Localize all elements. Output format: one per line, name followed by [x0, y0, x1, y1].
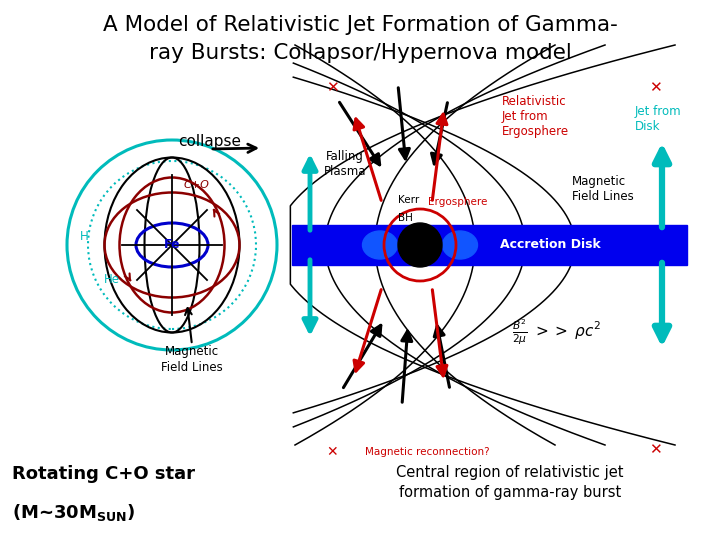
Text: Falling
Plasma: Falling Plasma	[324, 150, 366, 178]
Text: He: He	[104, 273, 120, 286]
Text: (M~30M$_{\mathregular{SUN}}$): (M~30M$_{\mathregular{SUN}}$)	[12, 502, 135, 523]
Text: Fe: Fe	[163, 239, 180, 252]
Text: collapse: collapse	[179, 134, 241, 149]
Text: BH: BH	[398, 213, 413, 223]
Text: ✕: ✕	[649, 80, 662, 96]
Bar	[292, 225, 687, 265]
Text: Kerr: Kerr	[398, 195, 419, 205]
Text: Magnetic reconnection?: Magnetic reconnection?	[365, 447, 490, 457]
Text: Magnetic
Field Lines: Magnetic Field Lines	[161, 345, 223, 374]
Text: ray Bursts: Collapsor/Hypernova model: ray Bursts: Collapsor/Hypernova model	[148, 43, 572, 63]
Text: Ergosphere: Ergosphere	[428, 197, 487, 207]
Text: ✕: ✕	[325, 80, 338, 96]
Text: Central region of relativistic jet
formation of gamma-ray burst: Central region of relativistic jet forma…	[396, 465, 624, 500]
Text: Magnetic
Field Lines: Magnetic Field Lines	[572, 175, 634, 203]
Text: Relativistic
Jet from
Ergosphere: Relativistic Jet from Ergosphere	[502, 95, 569, 138]
Ellipse shape	[443, 231, 477, 259]
Text: $\frac{B^2}{2\mu}\ >>\ \rho c^2$: $\frac{B^2}{2\mu}\ >>\ \rho c^2$	[512, 318, 601, 347]
Text: ✕: ✕	[326, 445, 338, 459]
Text: C+O: C+O	[184, 180, 210, 190]
Text: ✕: ✕	[649, 442, 662, 457]
Text: Rotating C+O star: Rotating C+O star	[12, 465, 195, 483]
Circle shape	[398, 223, 442, 267]
Text: Jet from
Disk: Jet from Disk	[635, 105, 682, 133]
Ellipse shape	[362, 231, 397, 259]
Text: Accretion Disk: Accretion Disk	[500, 239, 600, 252]
Text: H: H	[80, 230, 89, 243]
Text: A Model of Relativistic Jet Formation of Gamma-: A Model of Relativistic Jet Formation of…	[103, 15, 617, 35]
